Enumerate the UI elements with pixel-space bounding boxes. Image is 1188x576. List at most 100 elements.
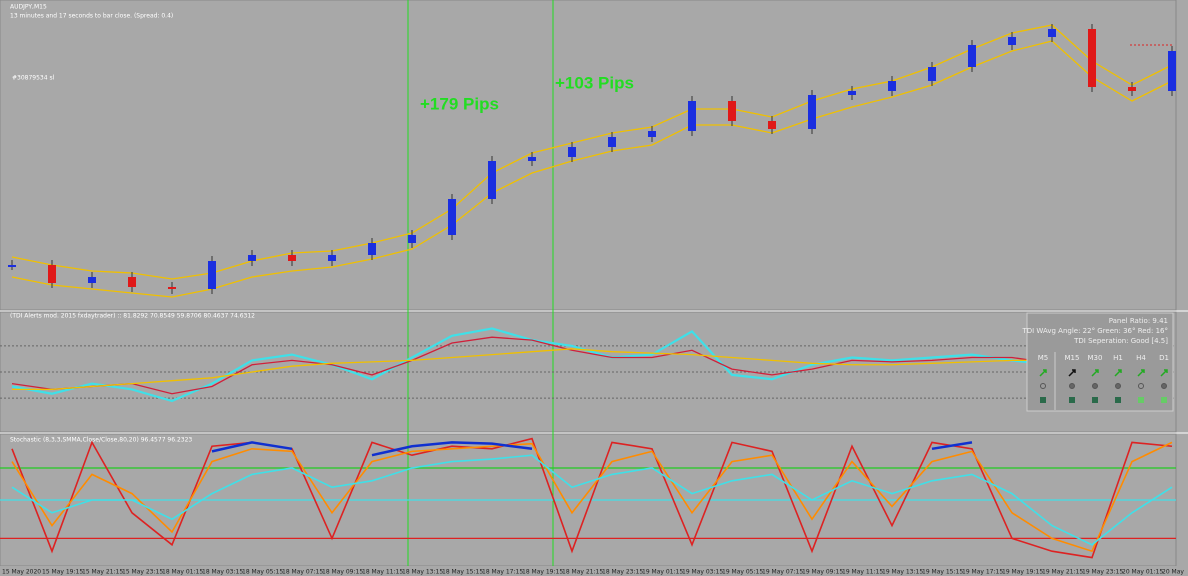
time-label: 18 May 19:15: [522, 569, 563, 576]
tdi-line: [12, 348, 1172, 391]
time-axis: [0, 566, 1188, 576]
time-label: 20 May 01:15: [1122, 569, 1163, 576]
candle: [128, 277, 136, 287]
candle: [328, 255, 336, 261]
candle: [608, 137, 616, 147]
time-label: 19 May 03:15: [682, 569, 723, 576]
candle: [368, 243, 376, 255]
pips: +179 Pips: [420, 94, 499, 113]
candle: [1168, 51, 1176, 91]
main-panel: [0, 0, 1177, 311]
arrow-icon: [1091, 369, 1099, 377]
candle: [688, 101, 696, 131]
candle: [648, 131, 656, 137]
candle: [248, 255, 256, 261]
arrow-icon: [1039, 369, 1047, 377]
time-label: 18 May 11:15: [362, 569, 403, 576]
countdown: 13 minutes and 17 seconds to bar close. …: [10, 13, 173, 20]
status-dot: [1092, 383, 1098, 389]
timeframe: M30: [1088, 354, 1103, 362]
time-label: 18 May 21:15: [562, 569, 603, 576]
candle: [48, 265, 56, 283]
time-label: 18 May 09:15: [322, 569, 363, 576]
candle: [1008, 37, 1016, 45]
candle: [848, 91, 856, 95]
candle: [1088, 29, 1096, 87]
candle: [728, 101, 736, 121]
time-label: 15 May 21:15: [82, 569, 123, 576]
candle: [1048, 29, 1056, 37]
candle: [168, 287, 176, 289]
time-label: 19 May 21:15: [1042, 569, 1083, 576]
status-dot: [1069, 383, 1075, 389]
timeframe: M15: [1065, 354, 1080, 362]
candle: [1128, 87, 1136, 91]
timeframe: D1: [1159, 354, 1169, 362]
ma-upper: [11, 24, 1173, 280]
time-label: 18 May 15:15: [442, 569, 483, 576]
ma-lower: [11, 40, 1173, 298]
status-dot: [1040, 383, 1046, 389]
tdi-label: (TDI Alerts mod. 2015 fxdaytrader) :: 81…: [10, 313, 255, 320]
time-label: 19 May 23:15: [1082, 569, 1123, 576]
time-label: 18 May 23:15: [602, 569, 643, 576]
time-label: 19 May 17:15: [962, 569, 1003, 576]
time-label: 15 May 19:15: [42, 569, 83, 576]
status-square: [1138, 397, 1144, 403]
status-square: [1069, 397, 1075, 403]
arrow-icon: [1160, 369, 1168, 377]
candle: [928, 67, 936, 81]
status-dot: [1115, 383, 1121, 389]
time-label: 19 May 13:15: [882, 569, 923, 576]
candle: [408, 235, 416, 243]
panel-line: TDI WAvg Angle: 22° Green: 36° Red: 16°: [1021, 327, 1168, 335]
stoch-line: [11, 437, 1173, 559]
stoch-line: [11, 441, 1173, 553]
candle: [808, 95, 816, 129]
pips: +103 Pips: [555, 73, 634, 92]
time-label: 18 May 01:15: [162, 569, 203, 576]
tdi-panel: [0, 311, 1177, 433]
timeframe: H1: [1113, 354, 1123, 362]
candle: [288, 255, 296, 261]
time-label: 19 May 01:15: [642, 569, 683, 576]
plots: [0, 24, 1176, 558]
status-square: [1161, 397, 1167, 403]
status-square: [1115, 397, 1121, 403]
time-label: 18 May 05:15: [242, 569, 283, 576]
arrow-icon: [1114, 369, 1122, 377]
time-label: 19 May 11:15: [842, 569, 883, 576]
time-label: 18 May 13:15: [402, 569, 443, 576]
tdi-line: [11, 327, 1173, 403]
time-label: 15 May 2020: [2, 569, 41, 576]
candle: [888, 81, 896, 91]
arrow-icon: [1068, 369, 1076, 377]
tdi-info-panel: [1026, 312, 1174, 412]
panel-line: TDI Seperation: Good [4.5]: [1073, 337, 1168, 345]
order: #30879534 sl: [12, 75, 55, 82]
time-label: 18 May 03:15: [202, 569, 243, 576]
candle: [448, 199, 456, 235]
panel-line: Panel Ratio: 9.41: [1109, 317, 1168, 325]
candle: [208, 261, 216, 289]
candle: [8, 265, 16, 267]
time-label: 18 May 07:15: [282, 569, 323, 576]
symbol: AUDJPY,M15: [10, 4, 47, 11]
tdi-line: [11, 336, 1173, 395]
stoch-line: [11, 454, 1173, 546]
timeframes: M5 M15 M30 H1 H4 D1: [1038, 354, 1169, 403]
status-square: [1040, 397, 1046, 403]
arrow-icon: [1137, 369, 1145, 377]
status-dot: [1161, 383, 1167, 389]
candle: [768, 121, 776, 129]
timeframe: M5: [1038, 354, 1049, 362]
time-label: 20 May: [1162, 569, 1184, 576]
time-label: 18 May 17:15: [482, 569, 523, 576]
candle: [88, 277, 96, 283]
stoch-label: Stochastic (8,3,3,SMMA,Close/Close,80,20…: [10, 437, 192, 444]
candle: [568, 147, 576, 157]
time-label: 19 May 19:15: [1002, 569, 1043, 576]
status-square: [1092, 397, 1098, 403]
